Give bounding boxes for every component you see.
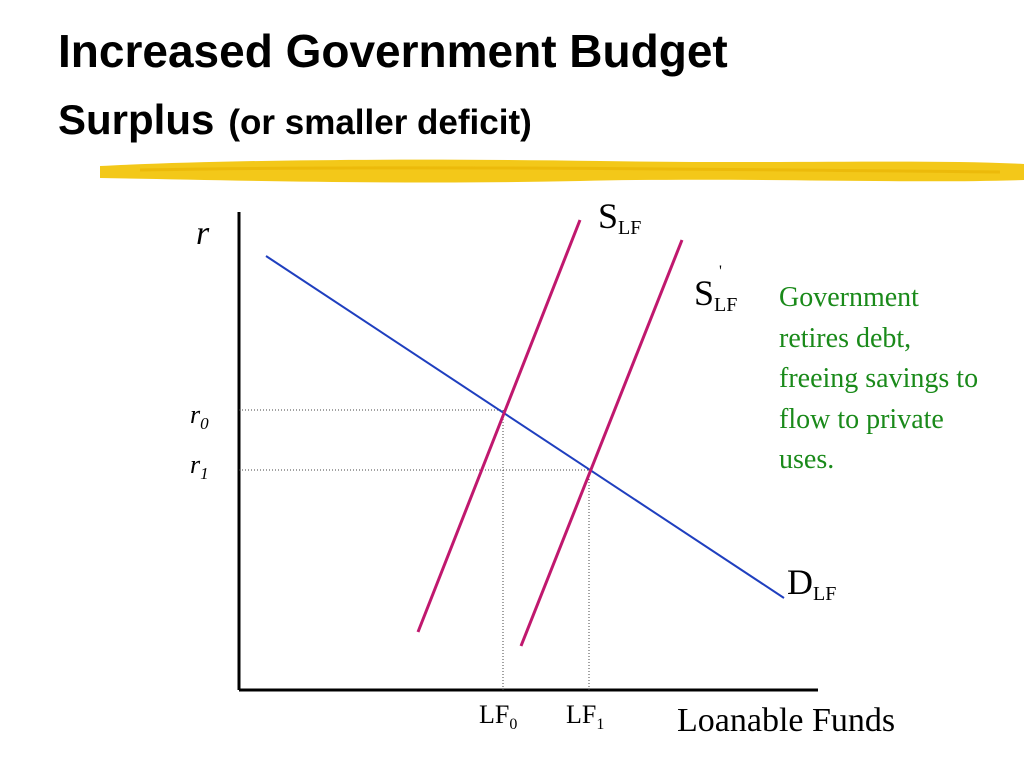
slide-title: Increased Government Budget — [58, 25, 728, 77]
supply-curve-label: SLF — [598, 196, 641, 239]
lf0-label: LF0 — [479, 700, 517, 733]
supply-curve — [416, 219, 582, 633]
highlighter-stroke — [100, 159, 1024, 183]
slide-title-line2: Surplus (or smaller deficit) — [58, 96, 532, 144]
y-axis-label: r — [196, 215, 210, 252]
title-parenthetical: (or smaller deficit) — [228, 103, 532, 142]
lf1-label: LF1 — [566, 700, 604, 733]
demand-curve — [265, 255, 785, 599]
supply-shifted-curve-label: SLF — [694, 273, 737, 316]
x-axis-label: Loanable Funds — [677, 702, 895, 739]
supply-shifted-prime-mark: ' — [719, 263, 722, 280]
demand-curve-label: DLF — [787, 562, 836, 605]
r0-label: r0 — [190, 400, 209, 433]
title-surplus: Surplus — [58, 96, 215, 143]
r1-label: r1 — [190, 450, 209, 483]
supply-curve-shifted — [519, 239, 684, 647]
annotation-note: Government retires debt, freeing savings… — [779, 282, 979, 475]
